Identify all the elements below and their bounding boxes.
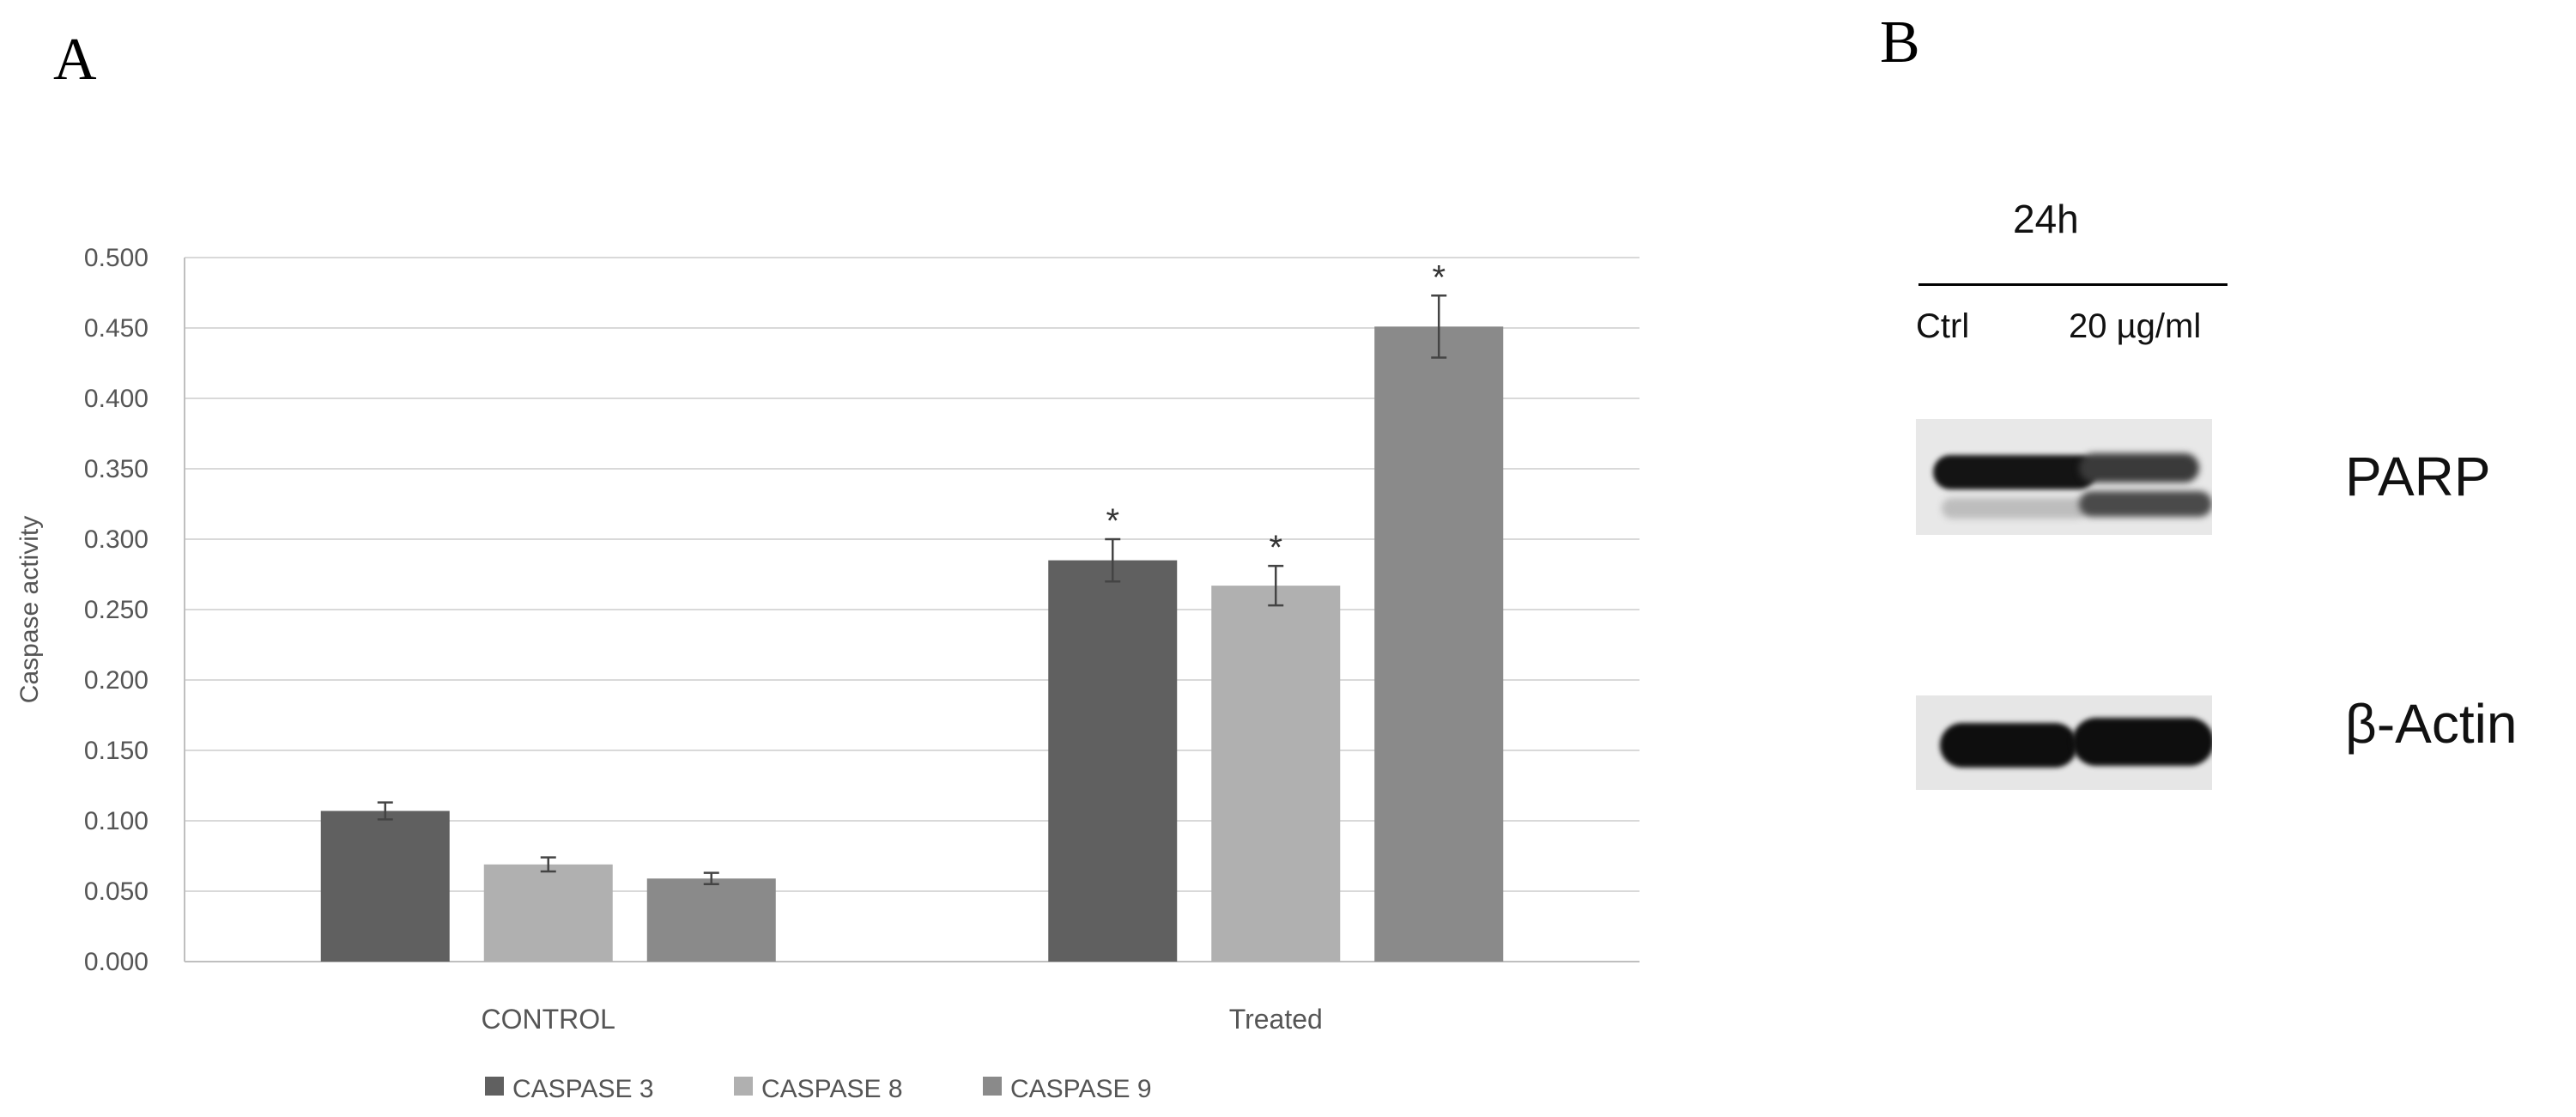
panel-a-letter: A <box>53 27 97 93</box>
caspase-bar-chart: 0.000 0.050 0.100 0.150 0.200 0.250 0.300 0.350… <box>15 244 1640 1103</box>
panel-b-letter: B <box>1880 9 1920 76</box>
y-tick-label: 0.400 <box>84 385 148 413</box>
y-tick-label: 0.150 <box>84 737 148 765</box>
actin-band-ctrl <box>1940 723 2077 768</box>
x-category-label: Treated <box>1229 1004 1323 1035</box>
y-tick-label: 0.500 <box>84 244 148 272</box>
y-tick-label: 0.250 <box>84 596 148 624</box>
parp-blot-image <box>1916 419 2212 535</box>
bar-caspase-3-treated <box>1048 560 1178 962</box>
y-tick-label: 0.350 <box>84 455 148 483</box>
parp-band-treated-cleaved <box>2079 491 2212 517</box>
legend-swatch <box>983 1077 1002 1096</box>
bar-caspase-8-treated <box>1211 586 1341 962</box>
y-tick-label: 0.000 <box>84 948 148 976</box>
actin-blot-image <box>1916 695 2212 790</box>
y-tick-label: 0.050 <box>84 877 148 906</box>
legend-label: CASPASE 8 <box>761 1075 903 1103</box>
band-label-actin: β-Actin <box>2345 693 2518 755</box>
significance-marker: * <box>1432 258 1446 296</box>
significance-marker: * <box>1106 502 1119 540</box>
parp-band-ctrl-cleaved <box>1942 498 2088 519</box>
y-tick-label: 0.450 <box>84 314 148 343</box>
band-label-parp: PARP <box>2345 446 2491 507</box>
legend-swatch <box>734 1077 753 1096</box>
parp-band-treated-full <box>2079 453 2199 483</box>
y-tick-label: 0.300 <box>84 525 148 554</box>
timepoint-bracket-line <box>1918 283 2227 286</box>
y-tick-label: 0.200 <box>84 666 148 695</box>
legend-swatch <box>485 1077 504 1096</box>
lane-label-ctrl: Ctrl <box>1916 307 1970 345</box>
y-axis-title: Caspase activity <box>15 516 44 703</box>
legend-label: CASPASE 9 <box>1010 1075 1152 1103</box>
bar-caspase-3-control <box>320 810 450 962</box>
legend-label: CASPASE 3 <box>512 1075 654 1103</box>
x-category-label: CONTROL <box>482 1004 615 1035</box>
bar-caspase-8-control <box>483 864 613 962</box>
timepoint-label: 24h <box>2013 197 2079 241</box>
parp-band-ctrl-full <box>1933 455 2096 489</box>
bar-caspase-9-treated <box>1374 326 1504 962</box>
bar-caspase-9-control <box>646 878 776 962</box>
y-tick-label: 0.100 <box>84 807 148 835</box>
lane-label-treated: 20 µg/ml <box>2069 307 2202 345</box>
actin-band-treated <box>2072 718 2212 766</box>
significance-marker: * <box>1269 529 1282 567</box>
